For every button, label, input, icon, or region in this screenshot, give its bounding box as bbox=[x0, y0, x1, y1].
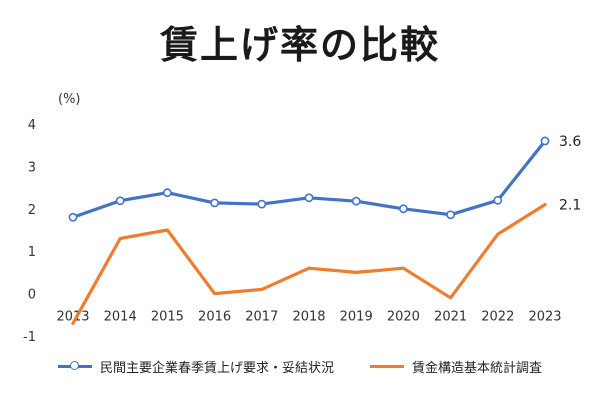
x-tick-label: 2018 bbox=[292, 310, 325, 325]
legend: 民間主要企業春季賃上げ要求・妥結状況 賃金構造基本統計調査 bbox=[0, 357, 600, 376]
x-tick-label: 2013 bbox=[56, 310, 89, 325]
end-value-label-1: 3.6 bbox=[559, 134, 581, 150]
x-tick-label: 2014 bbox=[104, 310, 137, 325]
y-tick-label: 0 bbox=[28, 288, 36, 303]
legend-item-series-1: 民間主要企業春季賃上げ要求・妥結状況 bbox=[57, 357, 334, 376]
legend-swatch-series-1 bbox=[57, 361, 92, 370]
x-tick-label: 2019 bbox=[340, 310, 373, 325]
y-tick-label: 3 bbox=[28, 160, 36, 175]
y-tick-label: 4 bbox=[28, 118, 36, 133]
data-point bbox=[446, 210, 455, 220]
x-tick-label: 2016 bbox=[198, 310, 231, 325]
end-value-label-2: 2.1 bbox=[559, 198, 581, 214]
legend-swatch-series-2 bbox=[370, 365, 404, 368]
data-point bbox=[540, 136, 550, 146]
y-tick-label: -1 bbox=[23, 330, 36, 345]
data-point bbox=[68, 212, 78, 222]
y-tick-label: 2 bbox=[28, 203, 36, 218]
data-point bbox=[351, 196, 361, 206]
series-line-1 bbox=[71, 139, 547, 219]
data-point bbox=[398, 204, 408, 214]
x-tick-label: 2020 bbox=[387, 310, 420, 325]
data-point bbox=[115, 196, 125, 206]
y-unit-label: (%) bbox=[58, 92, 81, 107]
x-tick-label: 2023 bbox=[528, 310, 561, 325]
y-tick-label: 1 bbox=[28, 245, 36, 260]
legend-item-series-2: 賃金構造基本統計調査 bbox=[370, 357, 542, 376]
x-tick-label: 2017 bbox=[245, 310, 278, 325]
legend-label-series-1: 民間主要企業春季賃上げ要求・妥結状況 bbox=[99, 361, 334, 376]
chart-title: 賃上げ率の比較 bbox=[159, 23, 440, 67]
series-line-2 bbox=[71, 203, 547, 325]
data-point bbox=[257, 199, 267, 209]
data-point bbox=[493, 195, 503, 205]
x-tick-label: 2015 bbox=[151, 310, 184, 325]
legend-label-series-2: 賃金構造基本統計調査 bbox=[412, 361, 543, 376]
data-point bbox=[210, 198, 219, 208]
data-point bbox=[304, 193, 314, 203]
x-tick-label: 2021 bbox=[434, 310, 467, 325]
x-tick-label: 2022 bbox=[481, 310, 514, 325]
data-point bbox=[162, 188, 172, 198]
